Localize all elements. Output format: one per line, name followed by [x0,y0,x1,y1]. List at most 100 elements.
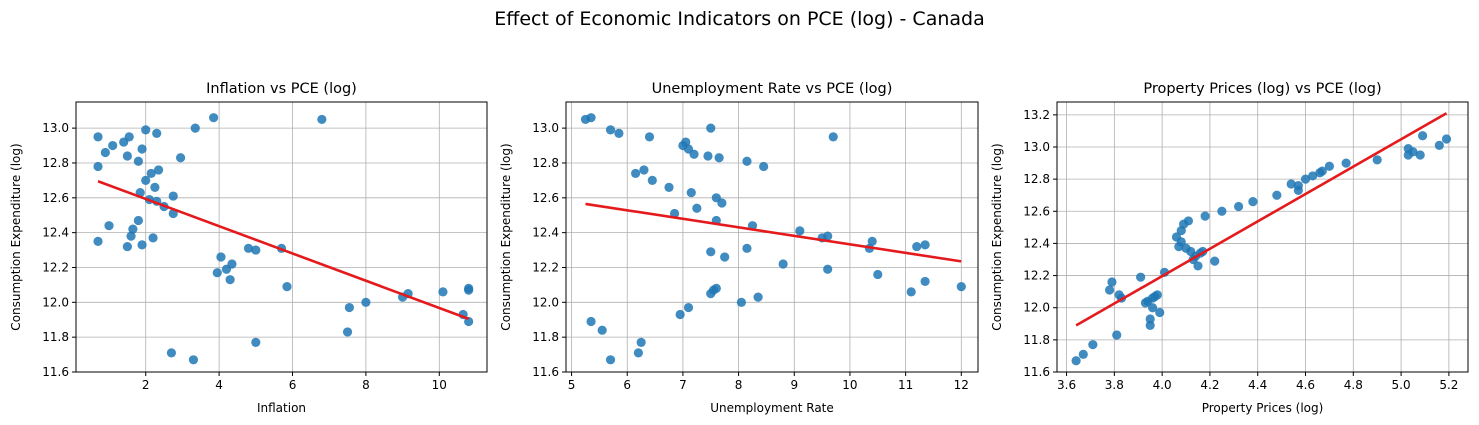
scatter-point [1286,179,1296,189]
scatter-point [141,175,151,185]
scatter-point [717,198,727,208]
scatter-point [1200,211,1210,221]
x-tick-label: 3.6 [1057,378,1076,392]
x-tick-label: 9 [790,378,798,392]
y-tick-label: 12.2 [1023,269,1050,283]
scatter-point [1217,206,1227,216]
scatter-point [720,252,730,262]
scatter-point [681,137,691,147]
y-tick-label: 12.6 [532,191,559,205]
scatter-point [1155,307,1165,318]
y-tick-label: 12.6 [1023,204,1050,218]
scatter-point [122,151,132,161]
scatter-point [104,221,114,231]
scatter-point [122,241,132,252]
scatter-point [711,283,721,293]
scatter-point [1372,155,1382,165]
scatter-point [148,233,158,243]
scatter-point [1147,303,1158,313]
scatter-point [828,132,838,142]
scatter-point [1324,161,1335,171]
scatter-point [216,252,226,262]
scatter-point [108,140,118,151]
scatter-point [1104,285,1115,295]
scatter-point [823,231,833,241]
x-axis-label: Unemployment Rate [710,401,834,415]
scatter-point [166,348,177,358]
y-tick-label: 12.8 [42,156,69,170]
scatter-point [689,149,699,159]
scatter-point [614,128,624,138]
x-tick-label: 11 [898,378,913,392]
scatter-point [1300,174,1311,184]
scatter-point [1193,261,1203,271]
scatter-point [361,297,371,307]
y-tick-label: 11.6 [42,365,69,379]
y-tick-label: 12.2 [42,260,69,274]
x-tick-label: 8 [362,378,370,392]
x-tick-label: 7 [679,378,687,392]
scatter-point [664,182,674,192]
scatter-point [1248,197,1258,207]
scatter-point [1145,314,1155,324]
scatter-point [1071,356,1081,366]
scatter-point [1308,171,1318,181]
x-tick-label: 10 [842,378,857,392]
scatter-point [146,168,156,179]
x-tick-label: 3.8 [1105,378,1124,392]
x-tick-label: 4.6 [1296,378,1315,392]
x-tick-label: 12 [954,378,969,392]
scatter-point [1112,330,1122,340]
scatter-point [586,113,596,123]
scatter-point [742,243,752,253]
panel-2: 5 6 7 8 9 10 11 12 11.6 11.8 12.0 12.2 12.4 12.6 12.8 1… [499,81,979,415]
scatter-point [464,283,474,293]
y-tick-label: 11.8 [532,330,559,344]
x-tick-label: 5 [568,378,576,392]
scatter-point [605,125,616,135]
panel-title: Unemployment Rate vs PCE (log) [652,81,893,97]
scatter-point [93,161,103,172]
scatter-point [1417,131,1428,141]
scatter-point [438,287,448,297]
scatter-point [1152,290,1162,300]
scatter-point [282,282,292,292]
y-tick-label: 11.8 [1023,333,1050,347]
scatter-point [342,327,353,337]
y-tick-label: 12.4 [1023,236,1050,250]
scatter-point [706,247,716,257]
y-tick-label: 13.0 [42,121,69,135]
scatter-point [1183,216,1194,226]
y-tick-label: 12.4 [532,226,559,240]
scatter-point [93,132,103,142]
scatter-point [630,168,641,179]
scatter-point [778,259,788,269]
scatter-point [141,125,151,135]
scatter-point [344,302,354,313]
scatter-point [759,161,769,172]
regression-line [97,180,470,321]
scatter-point [251,337,261,347]
scatter-point [251,245,261,255]
scatter-point [1408,147,1418,157]
scatter-point [188,355,199,365]
y-tick-label: 13.0 [1023,140,1050,154]
x-tick-label: 4.2 [1200,378,1219,392]
y-tick-label: 12.8 [532,156,559,170]
x-tick-label: 2 [142,378,150,392]
scatter-point [137,144,147,154]
scatter-point [124,132,134,142]
y-tick-label: 12.0 [532,295,559,309]
x-tick-label: 10 [432,378,447,392]
scatter-point [1107,277,1117,287]
panel-1: 2 4 6 8 10 11.6 11.8 12.0 12.2 12.4 12.6 12.8 13.0 In… [9,81,488,415]
x-axis-label: Inflation [257,401,306,415]
x-tick-label: 4.8 [1344,378,1363,392]
scatter-point [644,132,655,142]
scatter-point [175,153,186,163]
y-tick-label: 12.4 [42,226,69,240]
scatter-point [1317,166,1327,176]
axes-frame [1056,101,1469,373]
y-axis-label: Consumption Expenditure (log) [9,143,23,330]
scatter-point [1272,190,1282,200]
